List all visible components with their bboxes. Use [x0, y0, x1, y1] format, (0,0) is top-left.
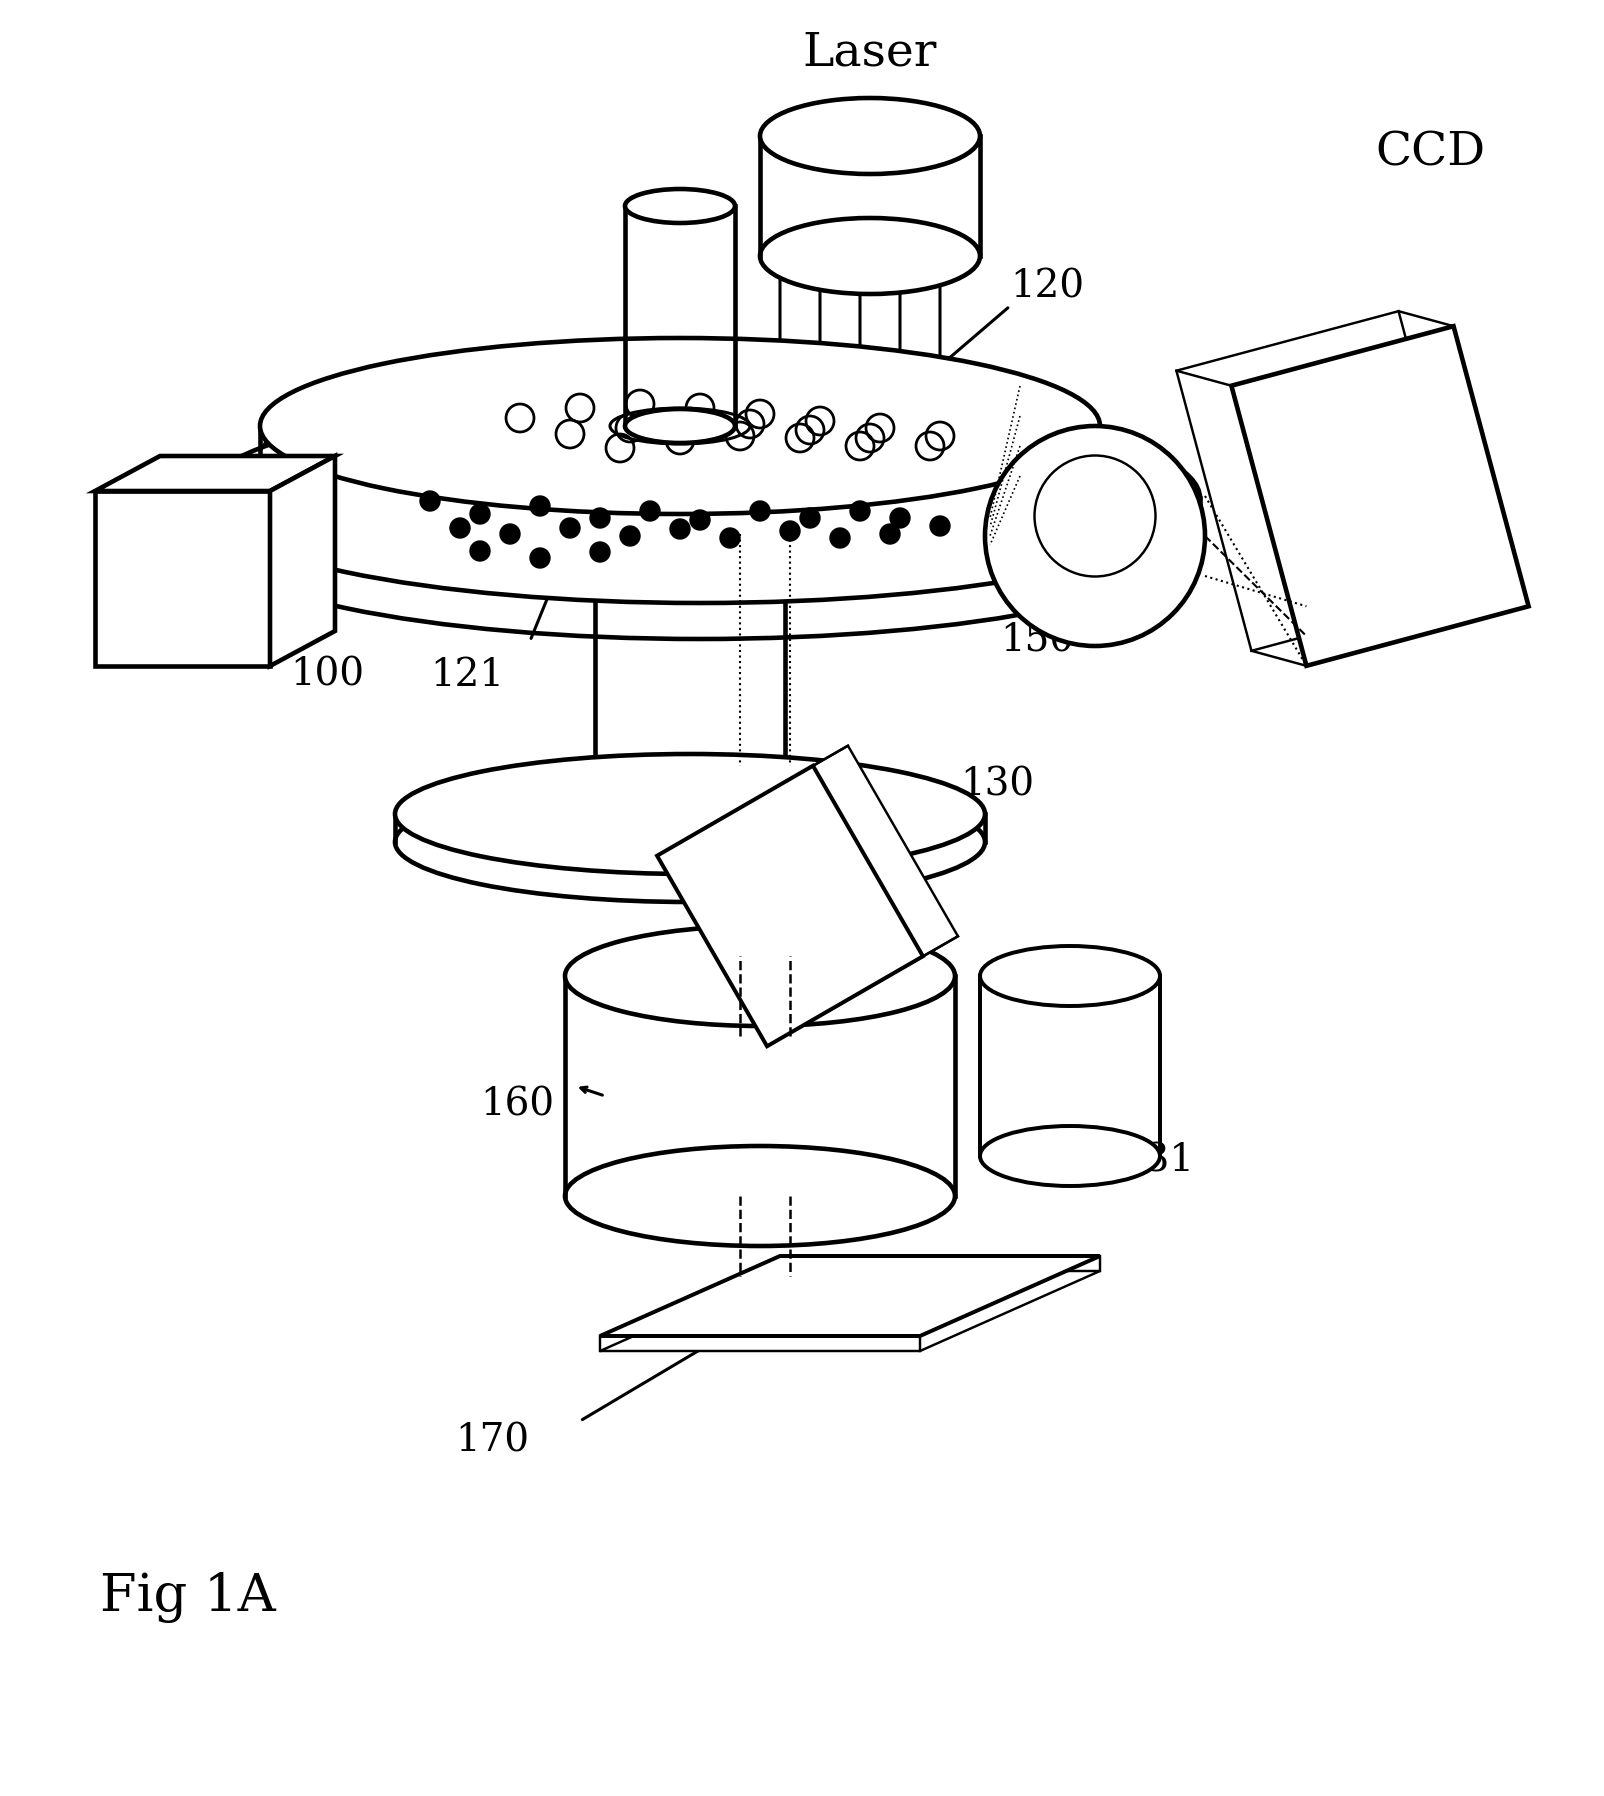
Circle shape — [690, 510, 711, 530]
Circle shape — [529, 548, 550, 568]
Ellipse shape — [760, 217, 980, 295]
Circle shape — [829, 528, 850, 548]
Polygon shape — [658, 765, 922, 1047]
Circle shape — [470, 541, 489, 560]
Circle shape — [500, 524, 520, 544]
Ellipse shape — [595, 792, 784, 835]
Ellipse shape — [395, 781, 985, 902]
Circle shape — [930, 515, 950, 535]
Ellipse shape — [626, 189, 735, 223]
Text: 170: 170 — [456, 1422, 529, 1458]
Ellipse shape — [760, 99, 980, 174]
Ellipse shape — [200, 429, 1200, 639]
Text: 100: 100 — [290, 657, 364, 693]
Circle shape — [800, 508, 820, 528]
Circle shape — [590, 542, 610, 562]
Polygon shape — [1232, 327, 1529, 666]
Circle shape — [560, 517, 581, 539]
Text: 131: 131 — [1120, 1142, 1193, 1178]
Text: Fig 1A: Fig 1A — [99, 1572, 276, 1624]
Text: 150: 150 — [999, 621, 1075, 659]
Ellipse shape — [626, 409, 735, 444]
Polygon shape — [1176, 311, 1474, 650]
Circle shape — [529, 496, 550, 515]
Circle shape — [751, 501, 770, 521]
Ellipse shape — [200, 393, 1200, 603]
Ellipse shape — [565, 1146, 954, 1246]
Polygon shape — [95, 456, 335, 490]
Circle shape — [881, 524, 900, 544]
Circle shape — [720, 528, 739, 548]
Circle shape — [985, 426, 1205, 647]
Polygon shape — [691, 745, 958, 1026]
Ellipse shape — [610, 408, 751, 444]
Ellipse shape — [980, 1126, 1160, 1185]
Ellipse shape — [980, 946, 1160, 1006]
Circle shape — [451, 517, 470, 539]
Ellipse shape — [565, 927, 954, 1026]
Text: CCD: CCD — [1375, 131, 1485, 176]
Ellipse shape — [595, 512, 784, 557]
Polygon shape — [269, 456, 335, 666]
Text: 120: 120 — [1011, 269, 1084, 305]
Polygon shape — [600, 1272, 1100, 1351]
Circle shape — [670, 519, 690, 539]
Ellipse shape — [395, 754, 985, 875]
Ellipse shape — [260, 338, 1100, 514]
Text: 101: 101 — [135, 577, 209, 614]
Circle shape — [590, 508, 610, 528]
Ellipse shape — [260, 370, 1100, 546]
Text: 121: 121 — [430, 657, 504, 693]
Text: Laser: Laser — [804, 31, 937, 75]
Circle shape — [850, 501, 869, 521]
Polygon shape — [95, 490, 269, 666]
Polygon shape — [600, 1255, 1100, 1336]
Circle shape — [470, 505, 489, 524]
Circle shape — [420, 490, 439, 512]
Text: 160: 160 — [480, 1087, 553, 1124]
Circle shape — [640, 501, 659, 521]
Circle shape — [621, 526, 640, 546]
Circle shape — [890, 508, 909, 528]
Circle shape — [780, 521, 800, 541]
Text: 130: 130 — [961, 767, 1035, 805]
